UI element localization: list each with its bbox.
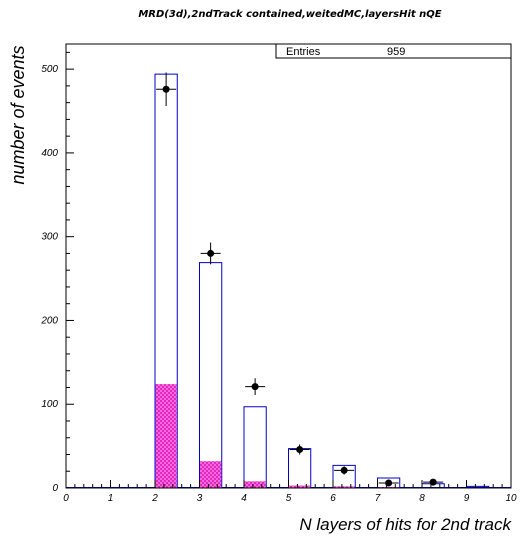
stats-box: Entries 959 — [275, 43, 512, 59]
hatched-bar — [200, 461, 222, 488]
data-point — [429, 478, 437, 486]
data-point — [162, 85, 170, 93]
histogram-bar — [332, 464, 356, 488]
hatched-bar — [333, 486, 355, 488]
y-tick-label: 100 — [41, 399, 58, 410]
x-tick-label: 9 — [464, 493, 470, 504]
x-tick-label: 6 — [330, 493, 336, 504]
y-tick-label: 0 — [52, 483, 58, 494]
plot-frame — [65, 43, 512, 489]
x-tick-label: 1 — [108, 493, 114, 504]
stats-entries-label: Entries — [286, 46, 321, 58]
histogram-bar — [288, 448, 312, 488]
y-tick-label: 200 — [40, 315, 58, 326]
histogram-bar — [243, 406, 267, 488]
x-tick-label: 8 — [419, 493, 425, 504]
y-tick-label: 400 — [41, 148, 58, 159]
y-tick-label: 300 — [41, 232, 58, 243]
x-tick-label: 3 — [197, 493, 203, 504]
x-tick-label: 2 — [151, 493, 158, 504]
stats-entries-value: 959 — [387, 46, 405, 58]
x-axis-label: N layers of hits for 2nd track — [299, 515, 512, 534]
hatched-bars — [155, 384, 400, 488]
x-tick-label: 7 — [375, 493, 381, 504]
x-tick-label: 5 — [286, 493, 292, 504]
y-tick-label: 500 — [41, 64, 58, 75]
data-point — [251, 383, 259, 391]
x-tick-label: 0 — [63, 493, 69, 504]
x-tick-label: 10 — [505, 493, 517, 504]
y-axis-label: number of events — [8, 45, 28, 184]
hatched-bar — [155, 384, 177, 488]
hatched-bar — [244, 481, 266, 488]
stats-box-frame — [275, 43, 512, 59]
data-point — [207, 249, 215, 257]
data-points — [156, 72, 444, 487]
histogram-bar — [199, 262, 223, 488]
y-axis-ticks: 0 100 200 300 400 500 — [40, 51, 74, 494]
chart-title: MRD(3d),2ndTrack contained,weitedMC,laye… — [138, 9, 441, 20]
hatched-bar — [289, 485, 311, 488]
x-axis-ticks: 0 1 2 3 4 5 6 7 8 9 10 — [63, 480, 517, 504]
histogram-bars — [66, 73, 511, 488]
data-point — [296, 445, 304, 453]
data-point — [340, 466, 348, 474]
x-tick-label: 4 — [241, 493, 247, 504]
